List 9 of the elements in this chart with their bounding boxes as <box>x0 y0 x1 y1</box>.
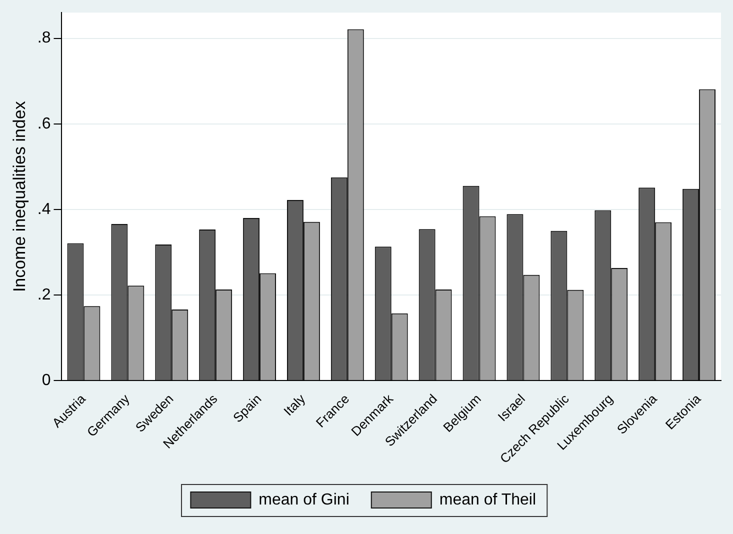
y-tick-label: .4 <box>37 200 51 218</box>
legend-label: mean of Theil <box>439 491 536 508</box>
x-tick-label: Italy <box>280 390 308 419</box>
y-tick-label: .6 <box>37 115 51 132</box>
y-tick-label: .8 <box>37 30 51 47</box>
y-tick-label: 0 <box>42 372 51 389</box>
legend-label: mean of Gini <box>258 491 350 508</box>
y-axis-title: Income inequalities index <box>10 100 29 292</box>
y-tick-label: .2 <box>37 286 51 304</box>
